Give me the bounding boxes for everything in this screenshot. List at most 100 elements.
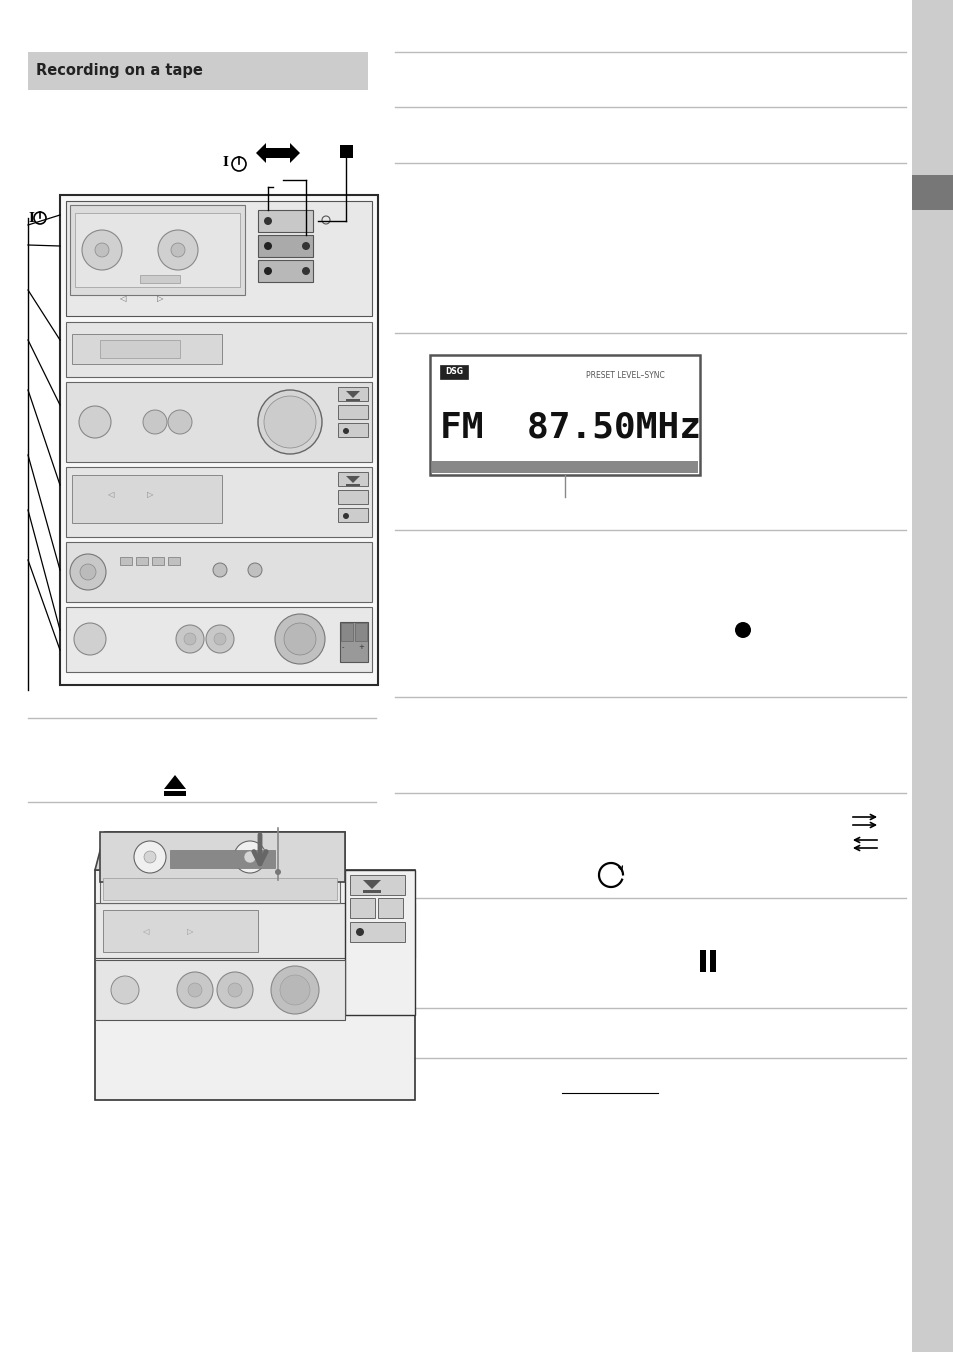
Bar xyxy=(911,0,953,1352)
Circle shape xyxy=(233,841,266,873)
Circle shape xyxy=(175,625,204,653)
Bar xyxy=(350,922,405,942)
Bar xyxy=(103,877,336,900)
Circle shape xyxy=(264,218,272,224)
Bar xyxy=(337,423,368,437)
Bar xyxy=(66,607,372,672)
Circle shape xyxy=(168,410,192,434)
Polygon shape xyxy=(95,831,345,869)
Bar xyxy=(337,489,368,504)
Circle shape xyxy=(216,972,253,1009)
Bar xyxy=(140,274,180,283)
Circle shape xyxy=(355,927,364,936)
Circle shape xyxy=(70,554,106,589)
Bar xyxy=(66,542,372,602)
Bar xyxy=(337,508,368,522)
Circle shape xyxy=(133,841,166,873)
Bar xyxy=(432,461,698,473)
Bar xyxy=(100,831,345,882)
Text: Recording on a tape: Recording on a tape xyxy=(36,64,203,78)
Bar xyxy=(28,51,368,91)
Bar xyxy=(136,557,148,565)
Bar xyxy=(103,910,257,952)
Polygon shape xyxy=(164,775,186,790)
Circle shape xyxy=(302,266,310,274)
Bar xyxy=(911,174,953,210)
Bar xyxy=(430,356,700,475)
Text: I: I xyxy=(28,211,34,224)
Circle shape xyxy=(184,633,195,645)
Circle shape xyxy=(206,625,233,653)
Bar xyxy=(95,903,415,959)
Bar xyxy=(363,890,380,894)
Text: FM  87.50MHz: FM 87.50MHz xyxy=(439,410,700,443)
Circle shape xyxy=(177,972,213,1009)
Polygon shape xyxy=(363,880,380,890)
Bar xyxy=(164,791,186,796)
Circle shape xyxy=(274,614,325,664)
Text: ◁: ◁ xyxy=(118,295,125,303)
Circle shape xyxy=(343,429,349,434)
Circle shape xyxy=(264,396,315,448)
Bar xyxy=(355,623,367,641)
Text: ◁: ◁ xyxy=(142,927,148,937)
Bar xyxy=(66,322,372,377)
Bar xyxy=(337,472,368,485)
Circle shape xyxy=(80,564,96,580)
Bar xyxy=(346,484,359,485)
Circle shape xyxy=(271,965,318,1014)
Text: DSG: DSG xyxy=(444,368,462,376)
Circle shape xyxy=(284,623,315,654)
Text: I: I xyxy=(222,157,228,169)
Text: ▷: ▷ xyxy=(187,927,193,937)
Bar xyxy=(257,260,313,283)
Circle shape xyxy=(244,850,255,863)
Circle shape xyxy=(248,562,262,577)
Text: ◁: ◁ xyxy=(107,491,113,499)
Circle shape xyxy=(79,406,111,438)
Circle shape xyxy=(74,623,106,654)
Polygon shape xyxy=(346,391,359,397)
Circle shape xyxy=(188,983,202,996)
Text: ▷: ▷ xyxy=(147,491,153,499)
Text: ▷: ▷ xyxy=(156,295,163,303)
Bar xyxy=(75,214,240,287)
Polygon shape xyxy=(346,476,359,483)
Circle shape xyxy=(111,976,139,1005)
Bar xyxy=(71,334,222,364)
Polygon shape xyxy=(255,143,299,164)
Text: -: - xyxy=(341,644,344,650)
Bar xyxy=(350,875,405,895)
Circle shape xyxy=(302,242,310,250)
Circle shape xyxy=(228,983,242,996)
Circle shape xyxy=(734,622,750,638)
Bar xyxy=(337,387,368,402)
Circle shape xyxy=(95,243,109,257)
Bar xyxy=(95,960,345,1019)
Bar xyxy=(340,623,353,641)
Circle shape xyxy=(143,410,167,434)
Bar xyxy=(700,950,705,972)
Bar xyxy=(339,145,353,158)
Bar xyxy=(345,869,415,1015)
Bar xyxy=(100,875,339,903)
Bar xyxy=(152,557,164,565)
Bar xyxy=(100,339,180,358)
Bar xyxy=(168,557,180,565)
Bar xyxy=(346,399,359,402)
Bar xyxy=(439,365,468,379)
Text: +: + xyxy=(357,644,363,650)
Bar xyxy=(377,898,402,918)
Bar xyxy=(66,383,372,462)
Bar xyxy=(95,869,415,1101)
Bar xyxy=(71,475,222,523)
Bar xyxy=(350,898,375,918)
Circle shape xyxy=(171,243,185,257)
Circle shape xyxy=(213,562,227,577)
Bar xyxy=(257,210,313,233)
Circle shape xyxy=(144,850,156,863)
Circle shape xyxy=(280,975,310,1005)
Text: PRESET LEVEL–SYNC: PRESET LEVEL–SYNC xyxy=(585,370,663,380)
Circle shape xyxy=(257,389,322,454)
Bar xyxy=(66,201,372,316)
